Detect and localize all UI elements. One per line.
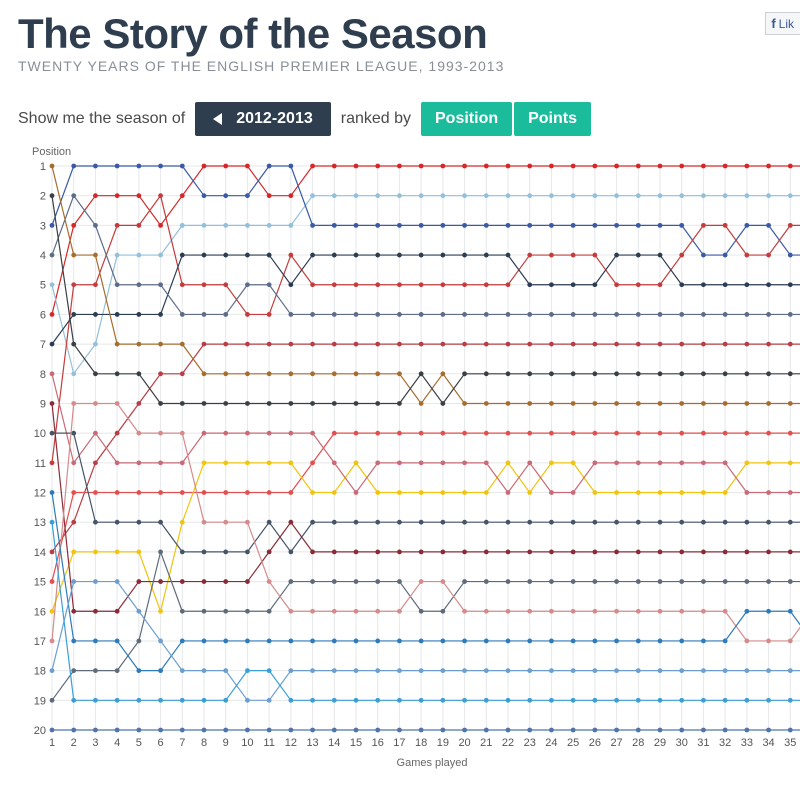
- svg-text:4: 4: [40, 250, 46, 262]
- controls-prefix: Show me the season of: [18, 110, 185, 128]
- svg-text:29: 29: [654, 737, 666, 749]
- svg-text:19: 19: [437, 737, 449, 749]
- svg-text:21: 21: [480, 737, 492, 749]
- svg-text:3: 3: [92, 737, 98, 749]
- svg-text:32: 32: [719, 737, 731, 749]
- svg-text:20: 20: [458, 737, 470, 749]
- svg-text:25: 25: [567, 737, 579, 749]
- svg-text:1: 1: [40, 161, 46, 173]
- svg-text:26: 26: [589, 737, 601, 749]
- svg-text:17: 17: [393, 737, 405, 749]
- rank-position-button[interactable]: Position: [421, 102, 512, 136]
- svg-text:27: 27: [610, 737, 622, 749]
- svg-text:16: 16: [372, 737, 384, 749]
- page-title: The Story of the Season: [18, 12, 782, 56]
- svg-text:10: 10: [241, 737, 253, 749]
- controls-bar: Show me the season of 2012-2013 ranked b…: [18, 102, 782, 136]
- svg-text:9: 9: [223, 737, 229, 749]
- svg-text:23: 23: [524, 737, 536, 749]
- svg-text:9: 9: [40, 399, 46, 411]
- svg-text:31: 31: [697, 737, 709, 749]
- svg-text:24: 24: [545, 737, 557, 749]
- svg-text:14: 14: [328, 737, 340, 749]
- svg-text:11: 11: [35, 458, 46, 470]
- page-subtitle: TWENTY YEARS OF THE ENGLISH PREMIER LEAG…: [18, 58, 782, 74]
- svg-text:13: 13: [34, 517, 46, 529]
- svg-text:22: 22: [502, 737, 514, 749]
- svg-text:11: 11: [263, 737, 274, 749]
- svg-text:15: 15: [34, 577, 46, 589]
- svg-text:6: 6: [40, 310, 46, 322]
- svg-text:18: 18: [34, 666, 46, 678]
- svg-text:28: 28: [632, 737, 644, 749]
- svg-text:16: 16: [34, 606, 46, 618]
- svg-text:5: 5: [136, 737, 142, 749]
- svg-text:4: 4: [114, 737, 120, 749]
- svg-text:3: 3: [40, 220, 46, 232]
- svg-text:10: 10: [34, 428, 46, 440]
- svg-text:2: 2: [40, 191, 46, 203]
- svg-text:15: 15: [350, 737, 362, 749]
- chevron-left-icon: [213, 113, 222, 125]
- svg-text:13: 13: [306, 737, 318, 749]
- svg-text:33: 33: [741, 737, 753, 749]
- svg-text:7: 7: [40, 339, 46, 351]
- like-button[interactable]: f Lik: [765, 12, 800, 35]
- rank-points-button[interactable]: Points: [514, 102, 591, 136]
- ranked-by-label: ranked by: [341, 110, 411, 128]
- svg-text:12: 12: [34, 488, 46, 500]
- bump-chart: 1234567891011121314151617181920123456789…: [22, 160, 782, 772]
- svg-text:12: 12: [285, 737, 297, 749]
- svg-text:19: 19: [34, 695, 46, 707]
- svg-text:8: 8: [40, 369, 46, 381]
- y-axis-title: Position: [32, 146, 782, 158]
- svg-text:2: 2: [71, 737, 77, 749]
- svg-text:6: 6: [158, 737, 164, 749]
- season-selector[interactable]: 2012-2013: [195, 102, 331, 136]
- svg-text:7: 7: [179, 737, 185, 749]
- svg-text:20: 20: [34, 725, 46, 737]
- svg-text:8: 8: [201, 737, 207, 749]
- svg-text:34: 34: [762, 737, 774, 749]
- svg-text:Games played: Games played: [397, 757, 468, 769]
- svg-text:14: 14: [34, 547, 46, 559]
- rank-toggle: Position Points: [421, 102, 591, 136]
- like-label: Lik: [779, 17, 794, 31]
- svg-text:5: 5: [40, 280, 46, 292]
- svg-text:17: 17: [34, 636, 46, 648]
- svg-text:30: 30: [676, 737, 688, 749]
- facebook-icon: f: [771, 16, 775, 31]
- svg-text:1: 1: [49, 737, 55, 749]
- svg-text:18: 18: [415, 737, 427, 749]
- svg-text:35: 35: [784, 737, 796, 749]
- season-label: 2012-2013: [236, 110, 313, 128]
